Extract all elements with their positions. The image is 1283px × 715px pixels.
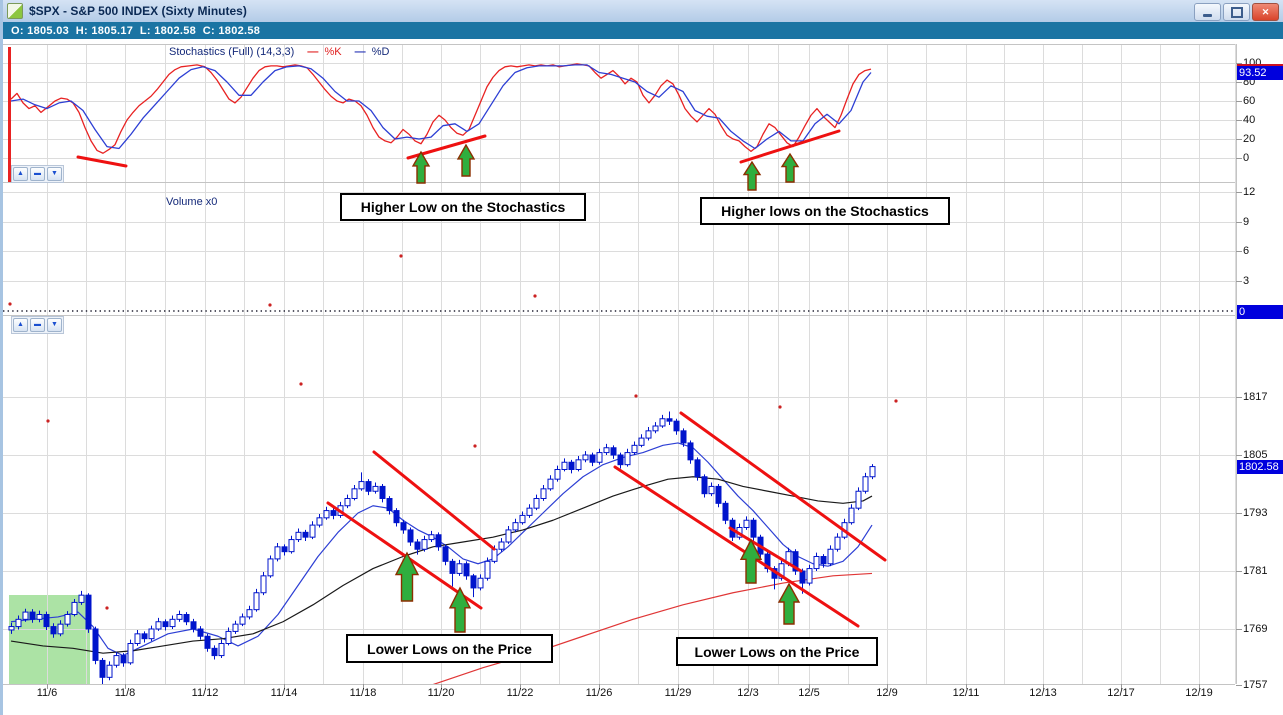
price-axis-label: 1757 (1243, 679, 1268, 691)
percent-d-label: %D (371, 46, 390, 58)
date-axis-label: 11/14 (270, 687, 298, 699)
date-axis-label: 12/11 (952, 687, 980, 699)
volume-axis-label: 12 (1243, 186, 1256, 198)
restore-button[interactable] (1223, 3, 1250, 21)
tick-dots (8, 254, 898, 610)
price-axis-label: 1805 (1243, 449, 1268, 461)
stochastics-k-line (10, 63, 872, 154)
stoch-left-edge-marker (8, 47, 11, 182)
price-axis-label: 1781 (1243, 565, 1268, 577)
volume-value-badge: 0 (1237, 305, 1283, 319)
date-axis-label: 11/22 (506, 687, 534, 699)
price-axis-label: 1793 (1243, 507, 1268, 519)
stochastics-panel-toolbar: ▲ ▬ ▼ (11, 165, 64, 183)
stochastics-value-badge: 93.52 (1237, 66, 1283, 80)
price-value-badge: 1802.58 (1237, 460, 1283, 474)
app-icon (7, 3, 23, 19)
date-axis-label: 11/6 (36, 687, 58, 699)
stochastics-axis-label: 0 (1243, 152, 1250, 164)
price-axis-label: 1817 (1243, 391, 1268, 403)
date-axis-label: 11/8 (114, 687, 136, 699)
trendlines[interactable] (76, 129, 887, 628)
price-axis-label: 1769 (1243, 623, 1268, 635)
highlight-box[interactable] (9, 595, 90, 684)
indicator-name: Stochastics (Full) (14,3,3) (169, 46, 295, 58)
panel-down-icon[interactable]: ▼ (47, 167, 62, 181)
annotation-box-2[interactable]: Higher lows on the Stochastics (700, 197, 950, 225)
chart-canvas[interactable] (3, 0, 1283, 715)
stochastics-d-line (10, 64, 872, 150)
ma-fast-line (10, 442, 873, 657)
close-button[interactable]: ✕ (1252, 3, 1279, 21)
chart-area[interactable]: Stochastics (Full) (14,3,3) — %K — %D Vo… (3, 39, 1283, 715)
stoch-k-marker (1237, 64, 1283, 66)
buy-arrows[interactable] (394, 143, 801, 633)
date-axis-label: 11/20 (427, 687, 455, 699)
percent-d-swatch-icon: — (354, 46, 366, 58)
gridlines (3, 44, 1236, 684)
date-axis-label: 12/3 (737, 687, 759, 699)
volume-axis-label: 6 (1243, 245, 1250, 257)
price-candles (8, 411, 876, 684)
volume-axis-label: 3 (1243, 275, 1250, 287)
price-panel-toolbar: ▲ ▬ ▼ (11, 316, 64, 334)
date-axis-label: 11/12 (191, 687, 219, 699)
percent-k-label: %K (324, 46, 342, 58)
date-axis-label: 12/17 (1107, 687, 1135, 699)
annotation-box-1[interactable]: Higher Low on the Stochastics (340, 193, 586, 221)
annotation-box-3[interactable]: Lower Lows on the Price (346, 634, 553, 663)
percent-k-swatch-icon: — (307, 46, 319, 58)
date-axis-label: 12/9 (876, 687, 898, 699)
stochastics-axis-label: 60 (1243, 95, 1256, 107)
volume-label: Volume x0 (166, 196, 218, 208)
stochastics-axis-label: 40 (1243, 114, 1256, 126)
title-bar: $SPX - S&P 500 INDEX (Sixty Minutes) ✕ (3, 0, 1283, 23)
annotation-box-4[interactable]: Lower Lows on the Price (676, 637, 878, 666)
date-axis-label: 11/26 (585, 687, 613, 699)
stochastics-legend: Stochastics (Full) (14,3,3) — %K — %D (169, 46, 389, 58)
panel-restore-icon[interactable]: ▬ (30, 318, 45, 332)
date-axis-label: 12/19 (1185, 687, 1213, 699)
date-axis-label: 12/13 (1029, 687, 1057, 699)
stochastics-axis-label: 20 (1243, 133, 1256, 145)
window-title: $SPX - S&P 500 INDEX (Sixty Minutes) (29, 4, 247, 18)
panel-up-icon[interactable]: ▲ (13, 318, 28, 332)
volume-axis-label: 9 (1243, 216, 1250, 228)
date-axis-label: 11/29 (664, 687, 692, 699)
date-axis-label: 12/5 (798, 687, 820, 699)
date-axis-label: 11/18 (349, 687, 377, 699)
ma-mid-line (10, 476, 873, 654)
panel-up-icon[interactable]: ▲ (13, 167, 28, 181)
panel-restore-icon[interactable]: ▬ (30, 167, 45, 181)
minimize-button[interactable] (1194, 3, 1221, 21)
ohlc-readout: O: 1805.03 H: 1805.17 L: 1802.58 C: 1802… (11, 24, 261, 37)
ma-slow-line (432, 572, 873, 684)
status-bar: O: 1805.03 H: 1805.17 L: 1802.58 C: 1802… (3, 22, 1283, 39)
panel-down-icon[interactable]: ▼ (47, 318, 62, 332)
